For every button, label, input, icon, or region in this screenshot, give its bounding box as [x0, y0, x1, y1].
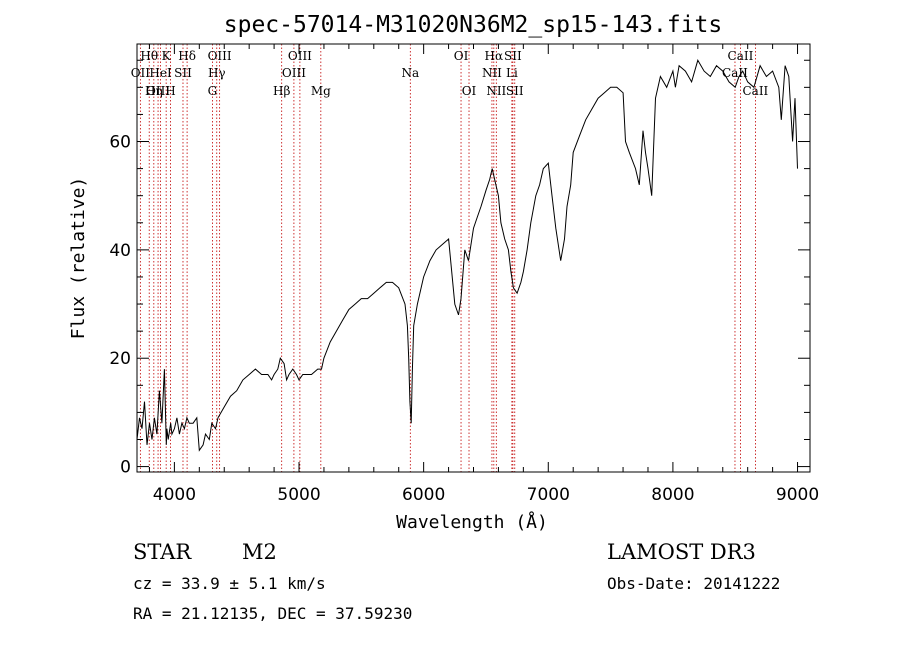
line-label-14: Hβ [273, 84, 290, 98]
line-label-5: Hη [145, 84, 163, 98]
line-label-7: H [165, 84, 175, 98]
obs-date: Obs-Date: 20141222 [607, 574, 780, 593]
spectral-line-markers [139, 44, 756, 472]
y-tick-label: 20 [109, 349, 131, 369]
spectral-line-labels: Hθ OII OIII K HeI Hη SII H Hδ OIII Hγ G OIII OIII Hβ Mg… [131, 49, 769, 98]
survey-name: LAMOST DR3 [607, 540, 756, 564]
spectrum-line [136, 59, 798, 452]
line-label-3: K [162, 49, 172, 63]
object-subclass: M2 [242, 540, 277, 564]
line-label-19: Hα [485, 49, 504, 63]
y-axis-label: Flux (relative) [68, 177, 89, 340]
line-label-17: OI [454, 49, 469, 63]
line-label-6: SII [174, 66, 192, 80]
redshift-readout: cz = 33.9 ± 5.1 km/s [133, 574, 326, 593]
line-label-0: Hθ [140, 49, 158, 63]
chart-title: spec-57014-M31020N36M2_sp15-143.fits [224, 12, 723, 38]
axis-ticks [137, 44, 810, 472]
line-label-27: CaII [742, 84, 768, 98]
x-tick-label: 9000 [776, 485, 819, 505]
line-label-25: CaII [728, 49, 754, 63]
line-label-9: OIII [208, 49, 232, 63]
line-label-12: OIII [288, 49, 312, 63]
line-label-16: Na [401, 66, 419, 80]
x-tick-label: 6000 [402, 485, 445, 505]
line-label-15: Mg [311, 84, 331, 98]
x-tick-label: 5000 [277, 485, 320, 505]
line-label-10: Hγ [208, 66, 226, 80]
line-label-4: HeI [149, 66, 172, 80]
line-label-8: Hδ [178, 49, 196, 63]
y-tick-label: 60 [109, 133, 131, 153]
line-label-1: OII [131, 66, 151, 80]
x-tick-label: 7000 [527, 485, 570, 505]
line-label-18: OI [462, 84, 477, 98]
line-label-20: SII [504, 49, 522, 63]
x-tick-label: 8000 [651, 485, 694, 505]
plot-frame [136, 43, 811, 473]
line-label-21: NII [482, 66, 502, 80]
line-label-13: OIII [282, 66, 306, 80]
x-tick-label: 4000 [153, 485, 196, 505]
line-label-23: NII [486, 84, 506, 98]
line-label-11: G [208, 84, 218, 98]
object-class: STAR [133, 540, 192, 564]
ra-dec-readout: RA = 21.12135, DEC = 37.59230 [133, 604, 412, 623]
y-tick-label: 0 [120, 458, 131, 478]
line-label-24: SII [506, 84, 524, 98]
line-label-22: Li [506, 66, 518, 80]
line-label-26: CaII [722, 66, 748, 80]
line-label-2: OIII [146, 84, 170, 98]
x-axis-label: Wavelength (Å) [396, 511, 548, 533]
y-tick-label: 40 [109, 241, 131, 261]
tick-labels: 4000 5000 6000 7000 8000 9000 0 20 40 60 [109, 133, 819, 505]
